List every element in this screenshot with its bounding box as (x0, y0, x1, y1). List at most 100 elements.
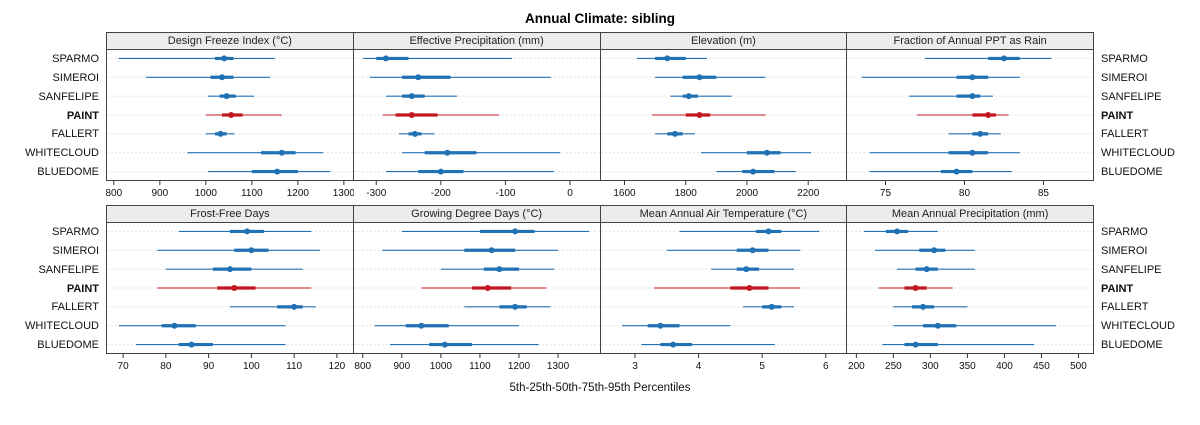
site-label: FALLERT (51, 128, 100, 141)
axis-tick-label: 250 (885, 361, 902, 372)
panel-plot-mean-annual-air-temperature: 3 4 5 6 (599, 222, 848, 372)
panel-plot-frost-free-days: 70 80 90 100 110 120 (106, 222, 354, 372)
panel-design-freeze-index: Design Freeze Index (°C) 800 900 1000 1100 1… (106, 32, 354, 201)
axis-tick-label: 1000 (195, 188, 218, 199)
panel-fraction-ppt-rain: Fraction of Annual PPT as Rain 75 80 85 (846, 32, 1094, 201)
median-dot (969, 149, 976, 156)
site-label: SPARMO (1101, 53, 1148, 65)
axis-tick-label: 450 (1033, 361, 1050, 372)
median-dot (894, 228, 901, 235)
panel-plot-design-freeze-index: 800 900 1000 1100 1200 1300 (106, 49, 354, 199)
site-label: BLUEDOME (37, 166, 99, 179)
axis-tick-label: 1600 (613, 188, 636, 199)
panel-title: Elevation (m) (690, 35, 756, 47)
median-dot (441, 341, 448, 348)
axis-tick-label: 6 (822, 361, 828, 372)
axis-tick-label: 85 (1038, 188, 1050, 199)
axis-tick-label: 800 (106, 188, 123, 199)
site-label: SIMEROI (52, 244, 99, 257)
median-dot (244, 228, 251, 235)
axis-tick-label: 2200 (797, 188, 820, 199)
axis-tick-label: 100 (243, 361, 260, 372)
panel-row-top: SPARMO SIMEROI SANFELIPE PAINT FALLERT WHITEC… (10, 32, 1190, 201)
panel-title: Mean Annual Air Temperature (°C) (639, 208, 808, 220)
median-dot (414, 74, 421, 81)
site-label: SPARMO (52, 53, 99, 65)
median-dot (221, 55, 228, 62)
median-dot (278, 149, 285, 156)
median-dot (696, 74, 703, 81)
site-label: SANFELIPE (1101, 90, 1162, 103)
axis-tick-label: 110 (286, 361, 302, 372)
site-label: FALLERT (1101, 128, 1149, 141)
panel-title: Mean Annual Precipitation (mm) (891, 208, 1049, 220)
axis-tick-label: 1100 (469, 361, 491, 372)
axis-tick-label: 300 (922, 361, 939, 372)
median-dot (217, 130, 224, 137)
axis-tick-label: 900 (393, 361, 410, 372)
median-dot (920, 303, 927, 310)
axis-tick-label: 70 (118, 361, 130, 372)
axis-tick-label: 500 (1070, 361, 1087, 372)
panel-strip: Design Freeze Index (°C) (106, 32, 354, 49)
site-label: SIMEROI (1101, 244, 1148, 257)
axis-tick-label: -100 (495, 188, 515, 199)
site-label: SANFELIPE (38, 263, 99, 276)
panel-effective-precipitation: Effective Precipitation (mm) -300 -200 -10… (352, 32, 601, 201)
axis-tick-label: 1200 (508, 361, 531, 372)
panel-plot-elevation: 1600 1800 2000 2200 (599, 49, 848, 199)
site-label: SIMEROI (1101, 71, 1148, 84)
median-dot (749, 168, 756, 175)
site-label: SIMEROI (52, 71, 99, 84)
axis-tick-label: 900 (151, 188, 168, 199)
site-label: BLUEDOME (1101, 166, 1163, 179)
median-dot (912, 341, 919, 348)
median-dot (977, 130, 984, 137)
axis-tick-label: 1000 (429, 361, 452, 372)
axis-tick-label: 5 (759, 361, 765, 372)
panel-row-bottom: SPARMO SIMEROI SANFELIPE PAINT FALLERT WHITEC… (10, 205, 1190, 374)
site-label: PAINT (66, 282, 99, 295)
median-dot (696, 112, 703, 118)
median-dot (671, 130, 678, 137)
axis-tick-label: 1100 (241, 188, 263, 199)
site-label: FALLERT (1101, 301, 1149, 314)
median-dot (742, 266, 749, 273)
median-dot (663, 55, 670, 62)
panel-title: Fraction of Annual PPT as Rain (893, 35, 1047, 47)
median-dot (953, 168, 960, 175)
axis-caption: 5th-25th-50th-75th-95th Percentiles (509, 382, 691, 394)
site-label: PAINT (1101, 282, 1134, 295)
median-dot (985, 112, 992, 118)
median-dot (745, 285, 752, 291)
median-dot (484, 285, 491, 291)
axis-tick-label: 90 (203, 361, 215, 372)
median-dot (188, 341, 195, 348)
axis-tick-label: 75 (880, 188, 892, 199)
median-dot (749, 247, 756, 254)
axis-tick-label: -300 (366, 188, 386, 199)
median-dot (223, 93, 230, 100)
median-dot (669, 341, 676, 348)
axis-tick-label: 400 (996, 361, 1013, 372)
panel-title: Design Freeze Index (°C) (167, 35, 292, 47)
median-dot (969, 93, 976, 100)
median-dot (218, 74, 225, 81)
panel-mean-annual-precipitation: Mean Annual Precipitation (mm) 200 250 300… (846, 205, 1094, 374)
panel-title: Growing Degree Days (°C) (411, 208, 543, 220)
axis-tick-label: 120 (329, 361, 346, 372)
median-dot (931, 247, 938, 254)
panel-plot-effective-precipitation: -300 -200 -100 0 (352, 49, 601, 199)
median-dot (765, 228, 772, 235)
site-labels-left-top: SPARMO SIMEROI SANFELIPE PAINT FALLERT WHITEC… (10, 32, 106, 182)
panel-strip: Growing Degree Days (°C) (352, 205, 601, 222)
site-label: PAINT (66, 109, 99, 122)
median-dot (227, 266, 233, 273)
axis-tick-label: 80 (959, 188, 971, 199)
site-labels-right-top: SPARMO SIMEROI SANFELIPE PAINT FALLERT WHITEC… (1094, 32, 1190, 182)
site-label: SPARMO (52, 226, 99, 238)
median-dot (444, 149, 451, 156)
median-dot (763, 149, 770, 156)
site-label: BLUEDOME (37, 339, 99, 352)
